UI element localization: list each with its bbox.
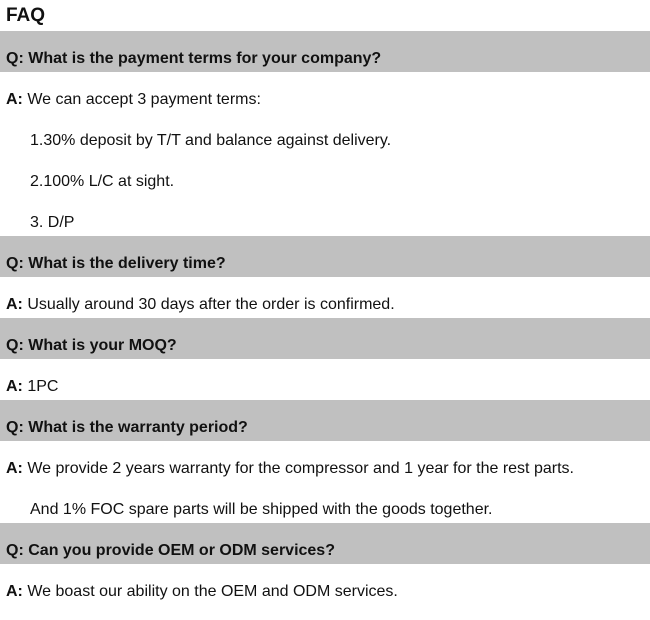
faq-answer: A: We provide 2 years warranty for the c…	[0, 441, 650, 482]
answer-prefix: A:	[6, 296, 23, 313]
faq-question: Q: What is the delivery time?	[0, 236, 650, 277]
faq-question: Q: What is the warranty period?	[0, 400, 650, 441]
faq-answer: A: We boast our ability on the OEM and O…	[0, 564, 650, 605]
answer-prefix: A:	[6, 460, 23, 477]
question-text: Can you provide OEM or ODM services?	[28, 542, 335, 559]
answer-prefix: A:	[6, 91, 23, 108]
question-text: What is the warranty period?	[28, 419, 248, 436]
faq-list: Q: What is the payment terms for your co…	[0, 31, 650, 605]
faq-title: FAQ	[6, 5, 46, 26]
answer-text: Usually around 30 days after the order i…	[27, 296, 395, 313]
faq-answer: A: We can accept 3 payment terms:	[0, 72, 650, 113]
answer-text: We can accept 3 payment terms:	[27, 91, 261, 108]
faq-question: Q: Can you provide OEM or ODM services?	[0, 523, 650, 564]
question-prefix: Q:	[6, 50, 24, 67]
answer-text: 1PC	[27, 378, 59, 395]
answer-text: We boast our ability on the OEM and ODM …	[27, 583, 398, 600]
question-prefix: Q:	[6, 542, 24, 559]
question-text: What is the delivery time?	[28, 255, 226, 272]
faq-answer: A: Usually around 30 days after the orde…	[0, 277, 650, 318]
question-prefix: Q:	[6, 337, 24, 354]
answer-prefix: A:	[6, 378, 23, 395]
question-text: What is the payment terms for your compa…	[28, 50, 382, 67]
answer-detail: And 1% FOC spare parts will be shipped w…	[30, 501, 493, 518]
faq-question: Q: What is the payment terms for your co…	[0, 31, 650, 72]
question-text: What is your MOQ?	[28, 337, 177, 354]
faq-question: Q: What is your MOQ?	[0, 318, 650, 359]
answer-detail: 3. D/P	[30, 214, 75, 231]
answer-detail: 2.100% L/C at sight.	[30, 173, 175, 190]
answer-prefix: A:	[6, 583, 23, 600]
question-prefix: Q:	[6, 419, 24, 436]
question-prefix: Q:	[6, 255, 24, 272]
answer-text: We provide 2 years warranty for the comp…	[27, 460, 574, 477]
faq-answer: A: 1PC	[0, 359, 650, 400]
answer-detail: 1.30% deposit by T/T and balance against…	[30, 132, 392, 149]
